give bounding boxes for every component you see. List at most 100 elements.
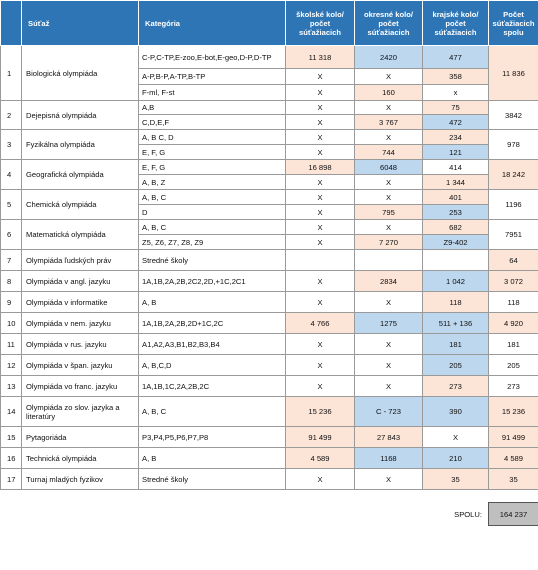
regional-round-cell: 511 + 136 bbox=[422, 312, 489, 334]
district-round-cell: 6048 bbox=[354, 159, 423, 175]
competition-name: Olympiáda zo slov. jazyka a literatúry bbox=[21, 396, 139, 427]
district-round-cell: 795 bbox=[354, 204, 423, 220]
regional-round-cell: 205 bbox=[422, 354, 489, 376]
header-school-round: školské kolo/ počet súťažiacich bbox=[285, 0, 355, 46]
table-row: 13 Olympiáda vo franc. jazyku 1A,1B,1C,2… bbox=[0, 375, 538, 397]
competition-name: Biologická olympiáda bbox=[21, 45, 139, 101]
regional-round-cell: 273 bbox=[422, 375, 489, 397]
district-round-cell: 1275 bbox=[354, 312, 423, 334]
district-round-cell: X bbox=[354, 219, 423, 235]
regional-round-cell: 1 042 bbox=[422, 270, 489, 292]
table-row: 1 Biologická olympiáda C-P,C-TP,E-zoo,E-… bbox=[0, 45, 538, 101]
regional-round-cell: 253 bbox=[422, 204, 489, 220]
table-row: 16 Technická olympiáda A, B 4 589 1168 2… bbox=[0, 447, 538, 469]
district-round-cell: X bbox=[354, 129, 423, 145]
table-row: E, F, G X 744 121 bbox=[1, 144, 538, 160]
category-cell: A, B C, D bbox=[138, 129, 286, 145]
category-cell: A, B bbox=[138, 291, 286, 313]
competition-name: Olympiáda vo franc. jazyku bbox=[21, 375, 139, 397]
school-round-cell: X bbox=[285, 174, 355, 190]
row-number: 16 bbox=[0, 447, 22, 469]
district-round-cell: X bbox=[354, 354, 423, 376]
competition-name: Olympiáda v informatike bbox=[21, 291, 139, 313]
row-number: 2 bbox=[0, 100, 22, 130]
competition-name: Chemická olympiáda bbox=[21, 189, 139, 220]
table-row: 17 Turnaj mladých fyzikov Stredné školy … bbox=[0, 468, 538, 490]
district-round-cell: 744 bbox=[354, 144, 423, 160]
category-cell: A, B, Z bbox=[138, 174, 286, 190]
table-row: 5 Chemická olympiáda A, B, C X X 401 119… bbox=[0, 189, 538, 220]
district-round-cell: 7 270 bbox=[354, 234, 423, 250]
competition-name: Pytagoriáda bbox=[21, 426, 139, 448]
regional-round-cell: 1 344 bbox=[422, 174, 489, 190]
district-round-cell: X bbox=[354, 100, 423, 115]
summary-row: SPOLU: 164 237 bbox=[1, 502, 538, 526]
total-cell: 118 bbox=[488, 291, 538, 313]
regional-round-cell: x bbox=[422, 84, 489, 101]
total-cell: 978 bbox=[488, 129, 538, 160]
table-row: 11 Olympiáda v rus. jazyku A1,A2,A3,B1,B… bbox=[0, 333, 538, 355]
school-round-cell bbox=[285, 249, 355, 271]
regional-round-cell: X bbox=[422, 426, 489, 448]
row-number: 6 bbox=[0, 219, 22, 250]
header-regional-round: krajské kolo/ počet súťažiacich bbox=[422, 0, 489, 46]
regional-round-cell: 118 bbox=[422, 291, 489, 313]
school-round-cell: X bbox=[285, 129, 355, 145]
district-round-cell: 160 bbox=[354, 84, 423, 101]
row-number: 10 bbox=[0, 312, 22, 334]
district-round-cell: X bbox=[354, 333, 423, 355]
school-round-cell: 4 766 bbox=[285, 312, 355, 334]
table-row: 9 Olympiáda v informatike A, B X X 118 1… bbox=[0, 291, 538, 313]
header-total: Počet súťažiacich spolu bbox=[488, 0, 538, 46]
school-round-cell: X bbox=[285, 333, 355, 355]
total-cell: 3 072 bbox=[488, 270, 538, 292]
category-cell: A, B, C bbox=[138, 219, 286, 235]
school-round-cell: 11 318 bbox=[285, 45, 355, 69]
category-cell: A, B bbox=[138, 447, 286, 469]
table-row: 7 Olympiáda ľudských práv Stredné školy … bbox=[0, 249, 538, 271]
summary-label: SPOLU: bbox=[454, 509, 482, 519]
category-cell: E, F, G bbox=[138, 144, 286, 160]
school-round-cell: X bbox=[285, 114, 355, 130]
competition-name: Olympiáda v nem. jazyku bbox=[21, 312, 139, 334]
row-number: 5 bbox=[0, 189, 22, 220]
regional-round-cell: 35 bbox=[422, 468, 489, 490]
category-cell: A, B, C bbox=[138, 189, 286, 205]
category-cell: D bbox=[138, 204, 286, 220]
table-row: 3 Fyzikálna olympiáda A, B C, D X X 234 … bbox=[0, 129, 538, 160]
total-cell: 64 bbox=[488, 249, 538, 271]
school-round-cell: X bbox=[285, 375, 355, 397]
row-number: 7 bbox=[0, 249, 22, 271]
total-cell: 273 bbox=[488, 375, 538, 397]
total-cell: 205 bbox=[488, 354, 538, 376]
category-cell: A,B bbox=[138, 100, 286, 115]
regional-round-cell: 414 bbox=[422, 159, 489, 175]
category-cell: Stredné školy bbox=[138, 468, 286, 490]
category-cell: P3,P4,P5,P6,P7,P8 bbox=[138, 426, 286, 448]
school-round-cell: 4 589 bbox=[285, 447, 355, 469]
regional-round-cell: 682 bbox=[422, 219, 489, 235]
school-round-cell: X bbox=[285, 354, 355, 376]
total-cell: 7951 bbox=[488, 219, 538, 250]
total-cell: 91 499 bbox=[488, 426, 538, 448]
regional-round-cell: 121 bbox=[422, 144, 489, 160]
school-round-cell: X bbox=[285, 144, 355, 160]
category-cell: A, B,C,D bbox=[138, 354, 286, 376]
total-cell: 35 bbox=[488, 468, 538, 490]
table-row: C,D,E,F X 3 767 472 bbox=[1, 114, 538, 130]
row-number: 4 bbox=[0, 159, 22, 190]
competition-name: Geografická olympiáda bbox=[21, 159, 139, 190]
school-round-cell: X bbox=[285, 100, 355, 115]
regional-round-cell: Z9-402 bbox=[422, 234, 489, 250]
school-round-cell: 16 898 bbox=[285, 159, 355, 175]
district-round-cell: X bbox=[354, 375, 423, 397]
regional-round-cell: 390 bbox=[422, 396, 489, 427]
regional-round-cell: 210 bbox=[422, 447, 489, 469]
category-cell: A, B, C bbox=[138, 396, 286, 427]
competition-name: Matematická olympiáda bbox=[21, 219, 139, 250]
summary-total-value: 164 237 bbox=[488, 502, 538, 526]
school-round-cell: X bbox=[285, 219, 355, 235]
category-cell: E, F, G bbox=[138, 159, 286, 175]
row-number: 3 bbox=[0, 129, 22, 160]
competition-name: Fyzikálna olympiáda bbox=[21, 129, 139, 160]
